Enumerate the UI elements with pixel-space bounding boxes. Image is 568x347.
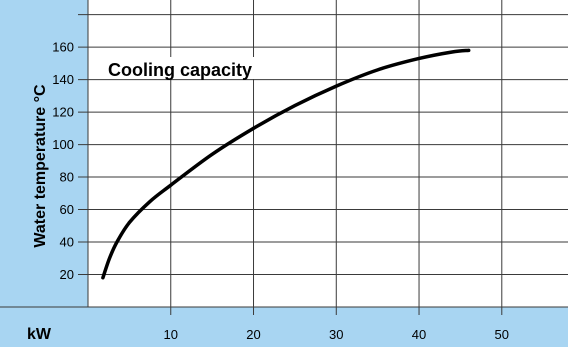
x-tick-label-50: 50 <box>495 327 509 342</box>
x-axis-label: kW <box>27 326 52 343</box>
chart-title: Cooling capacity <box>108 60 252 80</box>
y-axis-label: Water temperature °C <box>32 84 49 248</box>
y-tick-labels: 20 40 60 80 100 120 140 160 <box>52 40 74 282</box>
y-tick-label-40: 40 <box>60 235 74 250</box>
x-tick-labels: 10 20 30 40 50 <box>164 327 510 342</box>
plot-area <box>88 0 568 307</box>
x-tick-label-20: 20 <box>246 327 260 342</box>
x-tick-label-10: 10 <box>164 327 178 342</box>
horizontal-gridlines <box>78 14 568 276</box>
y-tick-label-20: 20 <box>60 267 74 282</box>
y-tick-label-140: 140 <box>52 72 74 87</box>
x-tick-label-30: 30 <box>329 327 343 342</box>
series-group <box>101 48 471 280</box>
vertical-gridlines <box>170 0 503 315</box>
title-background <box>103 57 300 79</box>
y-tick-label-100: 100 <box>52 137 74 152</box>
y-tick-label-120: 120 <box>52 105 74 120</box>
series-line-0 <box>101 48 471 280</box>
y-tick-label-60: 60 <box>60 202 74 217</box>
x-tick-label-40: 40 <box>412 327 426 342</box>
y-tick-label-160: 160 <box>52 40 74 55</box>
y-tick-label-80: 80 <box>60 170 74 185</box>
